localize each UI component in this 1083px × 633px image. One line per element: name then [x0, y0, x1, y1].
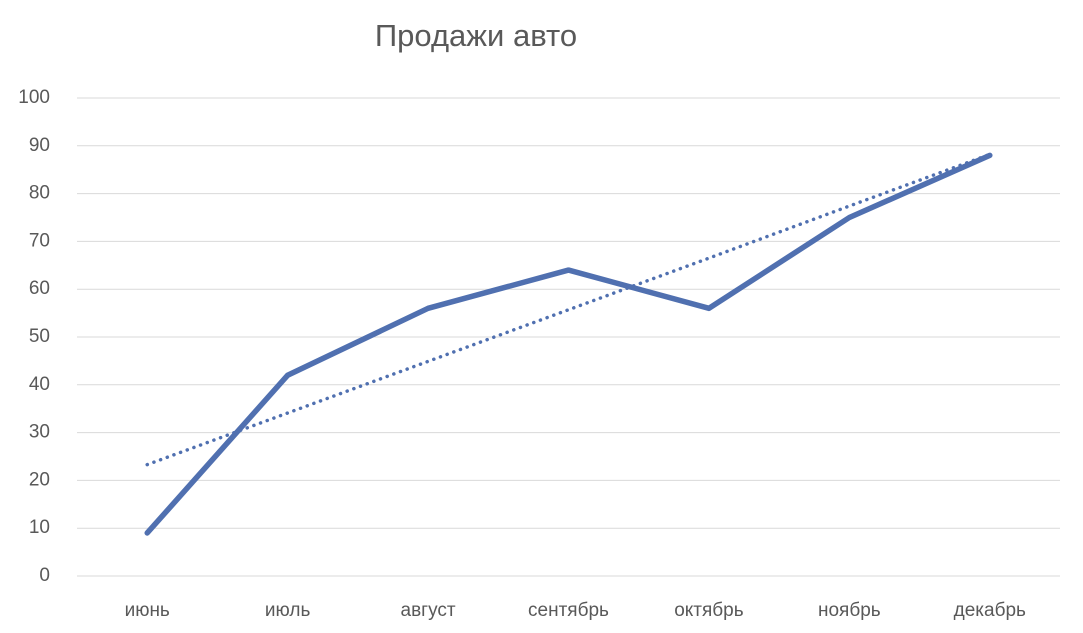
x-tick-label: ноябрь	[818, 600, 881, 621]
y-tick-label: 100	[18, 87, 50, 108]
y-tick-label: 30	[29, 422, 50, 443]
x-tick-label: декабрь	[954, 600, 1026, 621]
x-tick-label: август	[401, 600, 456, 621]
y-tick-label: 0	[39, 565, 50, 586]
x-tick-label: июнь	[125, 600, 170, 621]
y-tick-label: 80	[29, 183, 50, 204]
y-tick-label: 70	[29, 230, 50, 251]
y-tick-label: 10	[29, 517, 50, 538]
y-tick-label: 60	[29, 278, 50, 299]
chart-title: Продажи авто	[375, 18, 577, 53]
x-tick-label: октябрь	[674, 600, 744, 621]
x-tick-label: сентябрь	[528, 600, 609, 621]
trend-line	[145, 152, 992, 467]
y-tick-label: 50	[29, 326, 50, 347]
x-tick-label: июль	[265, 600, 311, 621]
y-tick-label: 90	[29, 135, 50, 156]
y-tick-label: 20	[29, 469, 50, 490]
line	[144, 152, 993, 536]
y-tick-label: 40	[29, 374, 50, 395]
